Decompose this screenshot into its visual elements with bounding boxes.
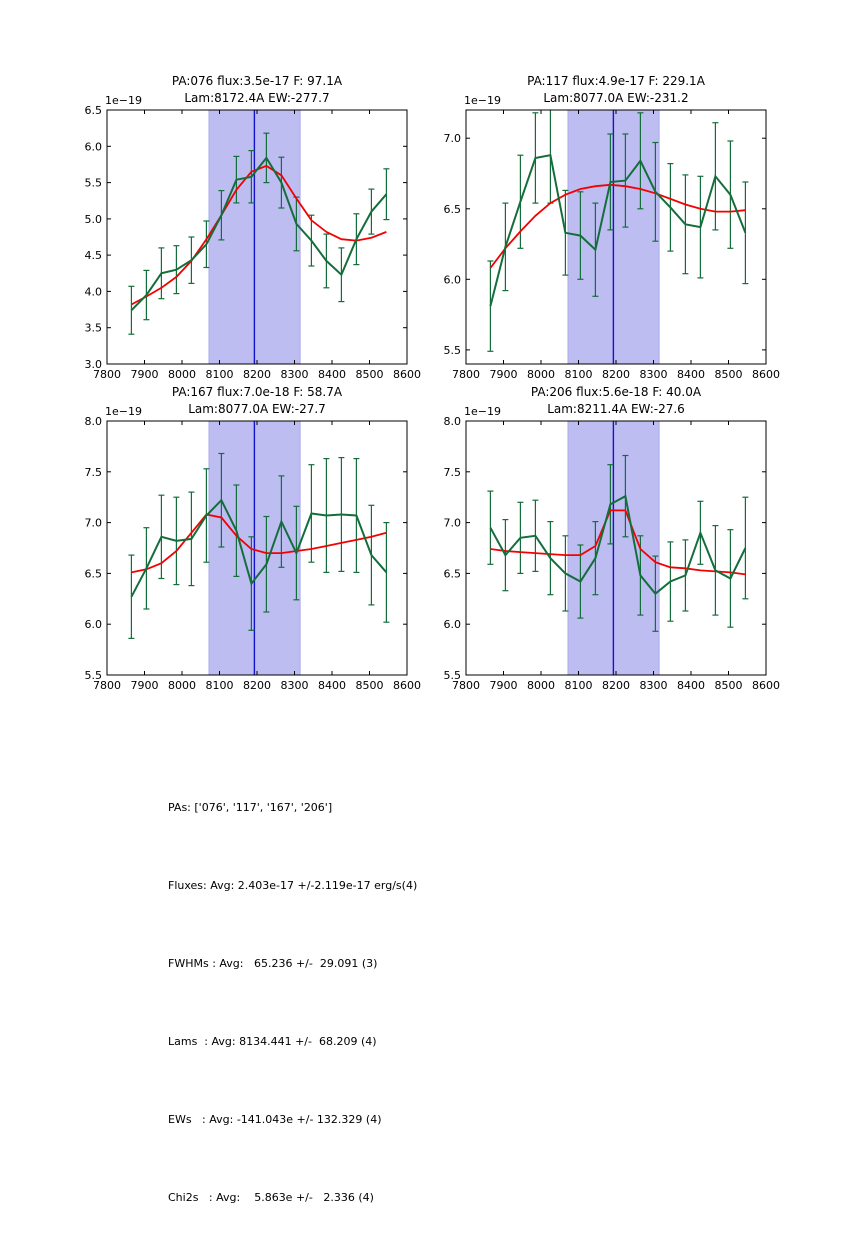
data-line: [489, 494, 747, 596]
plot-title: PA:076 flux:3.5e-17 F: 97.1A: [172, 74, 343, 88]
plot-subtitle: Lam:8077.0A EW:-27.7: [188, 402, 326, 416]
x-tick-label: 8300: [281, 368, 309, 381]
y-tick-label: 5.5: [444, 669, 462, 682]
y-tick-label: 5.5: [444, 344, 462, 357]
y-tick-label: 7.5: [444, 466, 462, 479]
x-tick-label: 8200: [602, 368, 630, 381]
y-tick-label: 7.5: [85, 466, 103, 479]
x-tick-label: 8600: [393, 368, 421, 381]
plot-title: PA:206 flux:5.6e-18 F: 40.0A: [531, 385, 702, 399]
x-tick-label: 8300: [640, 679, 668, 692]
y-axis-offset-label: 1e−19: [105, 405, 142, 418]
subplot-pa-167: 7800 7900 8000 8100 8200 8300 8400 8500 8600 5.5 6…: [85, 385, 422, 692]
x-tick-label: 7900: [490, 368, 518, 381]
data-line: [130, 156, 388, 312]
x-tick-label: 8500: [356, 679, 384, 692]
y-tick-label: 6.5: [444, 567, 462, 580]
x-tick-label: 8100: [206, 679, 234, 692]
x-tick-label: 8300: [281, 679, 309, 692]
y-tick-label: 7.0: [444, 132, 462, 145]
x-tick-label: 8000: [527, 679, 555, 692]
x-tick-label: 8500: [715, 368, 743, 381]
data-line: [130, 498, 388, 598]
y-tick-label: 5.5: [85, 177, 103, 190]
plot-subtitle: Lam:8172.4A EW:-277.7: [184, 91, 329, 105]
y-axis-offset-label: 1e−19: [464, 405, 501, 418]
y-tick-label: 7.0: [444, 517, 462, 530]
x-tick-label: 8100: [565, 679, 593, 692]
y-tick-label: 3.5: [85, 322, 103, 335]
x-tick-label: 7800: [93, 679, 121, 692]
summary-line-chi2s: Chi2s : Avg: 5.863e +/- 2.336 (4): [168, 1191, 374, 1204]
summary-line-ews: EWs : Avg: -141.043e +/- 132.329 (4): [168, 1113, 382, 1126]
tick-labels: 7800 7900 8000 8100 8200 8300 8400 8500 8600 5.5 6…: [444, 415, 781, 692]
y-tick-label: 6.5: [444, 203, 462, 216]
summary-line-fwhms: FWHMs : Avg: 65.236 +/- 29.091 (3): [168, 957, 378, 970]
spectra-figure: 7800 7900 8000 8100 8200 8300 8400 8500 8600 3.0 3…: [85, 74, 781, 692]
x-tick-label: 8200: [243, 368, 271, 381]
x-tick-label: 7900: [131, 368, 159, 381]
x-tick-label: 7800: [452, 679, 480, 692]
x-tick-label: 8000: [168, 368, 196, 381]
y-tick-label: 5.0: [85, 213, 103, 226]
x-tick-label: 8000: [168, 679, 196, 692]
plot-subtitle: Lam:8211.4A EW:-27.6: [547, 402, 685, 416]
tick-marks: [106, 420, 408, 676]
y-tick-label: 7.0: [85, 517, 103, 530]
tick-marks: [465, 420, 767, 676]
summary-line-fluxes: Fluxes: Avg: 2.403e-17 +/-2.119e-17 erg/…: [168, 879, 418, 892]
fit-line: [131, 513, 387, 574]
y-tick-label: 6.5: [85, 104, 103, 117]
subplot-pa-076: 7800 7900 8000 8100 8200 8300 8400 8500 8600 3.0 3…: [85, 74, 422, 381]
summary-text-block: PAs: ['076', '117', '167', '206'] Fluxes…: [168, 743, 417, 1237]
y-tick-label: 6.5: [85, 567, 103, 580]
y-tick-label: 5.5: [85, 669, 103, 682]
x-tick-label: 8500: [356, 368, 384, 381]
fit-line: [489, 183, 746, 269]
y-tick-label: 6.0: [85, 618, 103, 631]
x-tick-label: 8400: [677, 679, 705, 692]
y-tick-label: 8.0: [85, 415, 103, 428]
x-tick-label: 8200: [243, 679, 271, 692]
tick-marks: [465, 110, 767, 364]
summary-line-pas: PAs: ['076', '117', '167', '206']: [168, 801, 333, 814]
x-tick-label: 8600: [752, 679, 780, 692]
y-tick-label: 8.0: [444, 415, 462, 428]
tick-marks: [106, 109, 408, 365]
x-tick-label: 7900: [131, 679, 159, 692]
x-tick-label: 8400: [318, 679, 346, 692]
summary-line-lams: Lams : Avg: 8134.441 +/- 68.209 (4): [168, 1035, 377, 1048]
y-tick-label: 6.0: [85, 140, 103, 153]
tick-labels: 7800 7900 8000 8100 8200 8300 8400 8500 8600 3.0 3…: [85, 104, 422, 381]
subplot-pa-206: 7800 7900 8000 8100 8200 8300 8400 8500 8600 5.5 6…: [444, 385, 781, 692]
x-tick-label: 7800: [93, 368, 121, 381]
fit-line: [490, 509, 746, 576]
plot-title: PA:167 flux:7.0e-18 F: 58.7A: [172, 385, 343, 399]
x-tick-label: 8600: [752, 368, 780, 381]
y-tick-label: 4.5: [85, 249, 103, 262]
x-tick-label: 8000: [527, 368, 555, 381]
plot-subtitle: Lam:8077.0A EW:-231.2: [543, 91, 688, 105]
plot-title: PA:117 flux:4.9e-17 F: 229.1A: [527, 74, 706, 88]
y-tick-label: 6.0: [444, 618, 462, 631]
x-tick-label: 8500: [715, 679, 743, 692]
x-tick-label: 8100: [565, 368, 593, 381]
x-tick-label: 8100: [206, 368, 234, 381]
x-tick-label: 7900: [490, 679, 518, 692]
data-line: [489, 154, 747, 307]
x-tick-label: 8200: [602, 679, 630, 692]
y-tick-label: 4.0: [85, 285, 103, 298]
x-tick-label: 8600: [393, 679, 421, 692]
y-axis-offset-label: 1e−19: [464, 94, 501, 107]
y-axis-offset-label: 1e−19: [105, 94, 142, 107]
y-tick-label: 3.0: [85, 358, 103, 371]
tick-labels: 7800 7900 8000 8100 8200 8300 8400 8500 8600 5.5 6…: [444, 132, 781, 381]
tick-labels: 7800 7900 8000 8100 8200 8300 8400 8500 8600 5.5 6…: [85, 415, 422, 692]
x-tick-label: 7800: [452, 368, 480, 381]
x-tick-label: 8400: [677, 368, 705, 381]
y-tick-label: 6.0: [444, 273, 462, 286]
x-tick-label: 8400: [318, 368, 346, 381]
subplot-pa-117: 7800 7900 8000 8100 8200 8300 8400 8500 8600 5.5 6…: [444, 74, 781, 381]
x-tick-label: 8300: [640, 368, 668, 381]
